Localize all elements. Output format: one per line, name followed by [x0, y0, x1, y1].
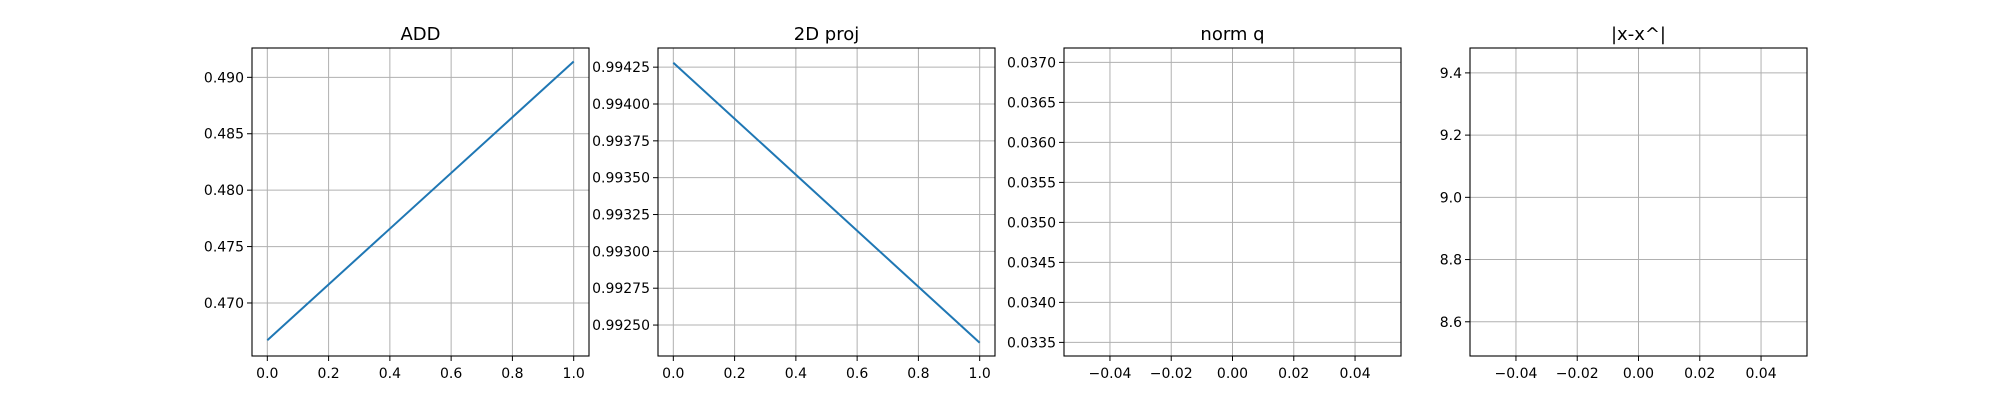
subplot-add: ADD 0.0 0.2 0.4 0.6 0.8 1.0 0.470 0.475 0.480 0.4…	[204, 24, 590, 382]
y-tick-label: 0.99375	[592, 134, 650, 150]
x-tick-label: 0.6	[846, 366, 868, 382]
x-tick-label: 0.8	[501, 366, 523, 382]
x-tick-label: 0.4	[785, 366, 807, 382]
y-tick-label: 0.490	[204, 70, 244, 86]
x-tick-label: −0.04	[1089, 366, 1132, 382]
x-tick-label: −0.02	[1150, 366, 1193, 382]
x-tick-label: 0.00	[1623, 366, 1654, 382]
x-tick-label: −0.04	[1495, 366, 1538, 382]
series-line	[266, 60, 575, 341]
x-tick-label: 0.02	[1684, 366, 1715, 382]
y-tick-label: 9.0	[1440, 190, 1462, 206]
axes-frame	[657, 47, 996, 357]
x-tick-label: 1.0	[563, 366, 585, 382]
y-tick-label: 0.99350	[592, 171, 650, 187]
x-tick-label: 0.04	[1745, 366, 1776, 382]
chart-title: norm q	[1200, 24, 1264, 45]
x-tick-label: 0.2	[723, 366, 745, 382]
y-tick-label: 9.2	[1440, 128, 1462, 144]
y-tick-label: 0.99325	[592, 208, 650, 224]
y-tick-label: 0.99250	[592, 318, 650, 334]
y-tick-label: 8.6	[1440, 315, 1462, 331]
x-tick-label: 0.8	[907, 366, 929, 382]
x-tick-label: 0.2	[317, 366, 339, 382]
x-tick-label: 0.4	[379, 366, 401, 382]
y-tick-label: 0.480	[204, 183, 244, 199]
y-tick-label: 0.99300	[592, 244, 650, 260]
y-tick-label: 0.0340	[1007, 295, 1056, 311]
chart-title: ADD	[400, 24, 440, 45]
y-tick-label: 0.0350	[1007, 215, 1056, 231]
x-tick-label: 0.6	[440, 366, 462, 382]
x-tick-label: −0.02	[1556, 366, 1599, 382]
y-tick-label: 0.485	[204, 127, 244, 143]
y-tick-label: 0.0365	[1007, 95, 1056, 111]
y-tick-label: 0.99275	[592, 281, 650, 297]
y-tick-label: 8.8	[1440, 253, 1462, 269]
axes-frame	[251, 47, 590, 357]
subplot-norm-q: norm q −0.04 −0.02 0.00 0.02 0.04 0.0335 0.034…	[1007, 24, 1402, 382]
series-line	[672, 62, 981, 344]
y-tick-label: 0.99400	[592, 97, 650, 113]
y-tick-label: 0.0345	[1007, 255, 1056, 271]
chart-title: |x-x^|	[1611, 24, 1666, 45]
x-tick-label: 0.0	[662, 366, 684, 382]
y-tick-label: 0.0355	[1007, 175, 1056, 191]
y-tick-label: 0.99425	[592, 60, 650, 76]
y-tick-label: 9.4	[1440, 66, 1462, 82]
x-tick-label: 1.0	[969, 366, 991, 382]
subplot-abs-error: |x-x^| −0.04 −0.02 0.00 0.02 0.04 8.6 8.8 9.0 9.…	[1440, 24, 1808, 382]
x-tick-label: 0.02	[1278, 366, 1309, 382]
chart-title: 2D proj	[794, 24, 859, 45]
y-tick-label: 0.475	[204, 240, 244, 256]
y-tick-label: 0.0370	[1007, 55, 1056, 71]
x-tick-label: 0.00	[1217, 366, 1248, 382]
y-tick-label: 0.0360	[1007, 135, 1056, 151]
y-tick-label: 0.0335	[1007, 335, 1056, 351]
x-tick-label: 0.0	[256, 366, 278, 382]
subplot-2d-proj: 2D proj 0.0 0.2 0.4 0.6 0.8 1.0 0.99250 0.99275…	[592, 24, 996, 382]
x-tick-label: 0.04	[1339, 366, 1370, 382]
y-tick-label: 0.470	[204, 296, 244, 312]
